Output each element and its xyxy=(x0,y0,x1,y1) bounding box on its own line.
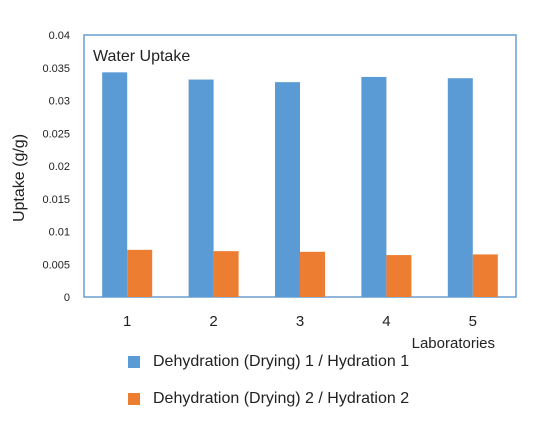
bar-series-1-lab-4 xyxy=(361,76,387,297)
bar-series-1-lab-2 xyxy=(188,79,214,297)
legend-swatch-series-1 xyxy=(128,356,140,368)
bars xyxy=(102,72,498,298)
y-tick-label: 0.015 xyxy=(42,194,70,206)
legend: Dehydration (Drying) 1 / Hydration 1 Deh… xyxy=(128,350,409,424)
x-tick-label: 5 xyxy=(469,313,477,330)
bar-series-1-lab-3 xyxy=(275,82,300,297)
bar-series-1-lab-1 xyxy=(102,72,128,298)
x-tick-label: 2 xyxy=(209,313,217,330)
y-tick-label: 0.01 xyxy=(49,227,70,239)
bar-series-1-lab-5 xyxy=(447,78,473,297)
bar-series-2-lab-2 xyxy=(213,251,239,297)
x-tick-labels: 1 2 3 4 5 xyxy=(123,313,477,330)
y-tick-label: 0.03 xyxy=(49,96,70,108)
x-tick-label: 3 xyxy=(296,313,304,330)
y-tick-label: 0.025 xyxy=(42,128,70,140)
legend-swatch-series-2 xyxy=(128,393,140,405)
y-axis-label: Uptake (g/g) xyxy=(11,134,28,222)
bar-series-2-lab-3 xyxy=(300,251,325,297)
x-tick-label: 1 xyxy=(123,313,131,330)
y-tick-label: 0.02 xyxy=(49,161,70,173)
y-tick-label: 0 xyxy=(64,292,70,304)
bar-series-2-lab-5 xyxy=(472,254,498,297)
y-tick-label: 0.04 xyxy=(49,30,70,42)
x-axis-label: Laboratories xyxy=(412,335,495,352)
legend-item-series-1: Dehydration (Drying) 1 / Hydration 1 xyxy=(128,350,409,374)
chart-title: Water Uptake xyxy=(93,48,190,65)
y-tick-label: 0.035 xyxy=(42,63,70,75)
legend-label-series-1: Dehydration (Drying) 1 / Hydration 1 xyxy=(153,353,410,370)
y-tick-labels: 0 0.005 0.01 0.015 0.02 0.025 0.03 0.035 0.04 xyxy=(42,30,70,304)
legend-item-series-2: Dehydration (Drying) 2 / Hydration 2 xyxy=(128,387,409,411)
legend-label-series-2: Dehydration (Drying) 2 / Hydration 2 xyxy=(153,390,410,407)
bar-series-2-lab-4 xyxy=(386,255,412,297)
x-tick-label: 4 xyxy=(382,313,390,330)
bar-series-2-lab-1 xyxy=(127,249,153,297)
y-tick-label: 0.005 xyxy=(42,259,70,271)
